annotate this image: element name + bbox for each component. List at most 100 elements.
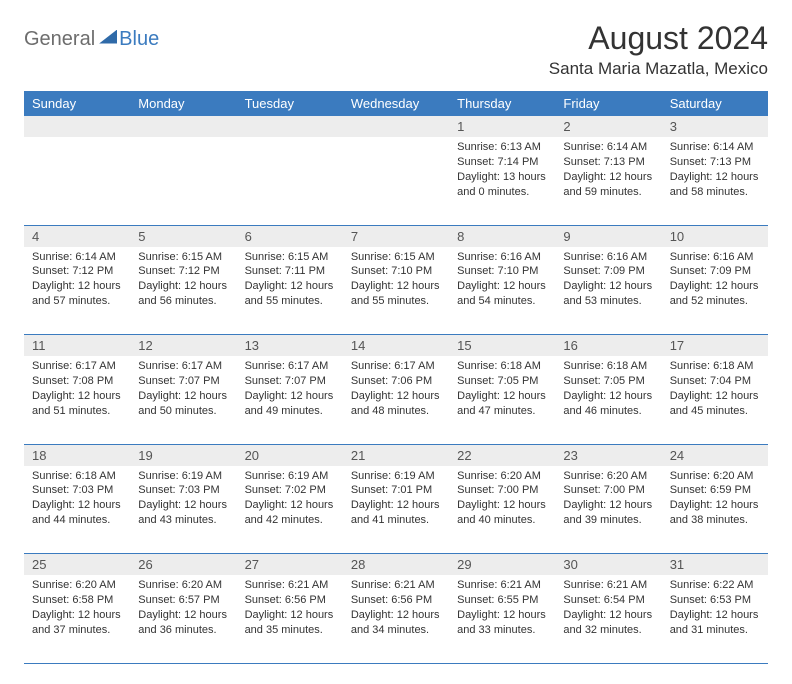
calendar-table: SundayMondayTuesdayWednesdayThursdayFrid… bbox=[24, 91, 768, 664]
day-number-cell: 26 bbox=[130, 554, 236, 576]
day-content: Sunrise: 6:18 AMSunset: 7:04 PMDaylight:… bbox=[662, 356, 768, 424]
day-content: Sunrise: 6:20 AMSunset: 7:00 PMDaylight:… bbox=[555, 466, 661, 534]
day-content-row: Sunrise: 6:13 AMSunset: 7:14 PMDaylight:… bbox=[24, 137, 768, 225]
day-content: Sunrise: 6:17 AMSunset: 7:08 PMDaylight:… bbox=[24, 356, 130, 424]
day-content-cell: Sunrise: 6:18 AMSunset: 7:03 PMDaylight:… bbox=[24, 466, 130, 554]
day-number-cell bbox=[343, 116, 449, 137]
month-title: August 2024 bbox=[549, 20, 768, 57]
day-number-cell: 29 bbox=[449, 554, 555, 576]
day-content-cell: Sunrise: 6:19 AMSunset: 7:02 PMDaylight:… bbox=[237, 466, 343, 554]
day-content: Sunrise: 6:21 AMSunset: 6:56 PMDaylight:… bbox=[237, 575, 343, 643]
location: Santa Maria Mazatla, Mexico bbox=[549, 59, 768, 79]
day-content: Sunrise: 6:14 AMSunset: 7:12 PMDaylight:… bbox=[24, 247, 130, 315]
day-content: Sunrise: 6:18 AMSunset: 7:05 PMDaylight:… bbox=[449, 356, 555, 424]
day-content: Sunrise: 6:21 AMSunset: 6:56 PMDaylight:… bbox=[343, 575, 449, 643]
day-content-cell: Sunrise: 6:16 AMSunset: 7:10 PMDaylight:… bbox=[449, 247, 555, 335]
day-content: Sunrise: 6:17 AMSunset: 7:07 PMDaylight:… bbox=[237, 356, 343, 424]
day-content: Sunrise: 6:20 AMSunset: 7:00 PMDaylight:… bbox=[449, 466, 555, 534]
day-content: Sunrise: 6:19 AMSunset: 7:03 PMDaylight:… bbox=[130, 466, 236, 534]
day-content: Sunrise: 6:15 AMSunset: 7:11 PMDaylight:… bbox=[237, 247, 343, 315]
day-content-cell: Sunrise: 6:22 AMSunset: 6:53 PMDaylight:… bbox=[662, 575, 768, 663]
logo-text-general: General bbox=[24, 28, 95, 51]
day-content-cell: Sunrise: 6:19 AMSunset: 7:01 PMDaylight:… bbox=[343, 466, 449, 554]
day-content: Sunrise: 6:19 AMSunset: 7:02 PMDaylight:… bbox=[237, 466, 343, 534]
day-content-cell: Sunrise: 6:21 AMSunset: 6:55 PMDaylight:… bbox=[449, 575, 555, 663]
day-content-cell: Sunrise: 6:20 AMSunset: 7:00 PMDaylight:… bbox=[449, 466, 555, 554]
day-number-cell: 9 bbox=[555, 225, 661, 247]
day-content-cell: Sunrise: 6:14 AMSunset: 7:13 PMDaylight:… bbox=[662, 137, 768, 225]
day-content-cell bbox=[24, 137, 130, 225]
day-content-cell: Sunrise: 6:17 AMSunset: 7:07 PMDaylight:… bbox=[237, 356, 343, 444]
day-content-cell: Sunrise: 6:17 AMSunset: 7:06 PMDaylight:… bbox=[343, 356, 449, 444]
day-content-row: Sunrise: 6:20 AMSunset: 6:58 PMDaylight:… bbox=[24, 575, 768, 663]
day-content-cell: Sunrise: 6:18 AMSunset: 7:05 PMDaylight:… bbox=[449, 356, 555, 444]
day-number-cell: 16 bbox=[555, 335, 661, 357]
day-number-cell: 18 bbox=[24, 444, 130, 466]
day-content-row: Sunrise: 6:14 AMSunset: 7:12 PMDaylight:… bbox=[24, 247, 768, 335]
day-content-cell: Sunrise: 6:16 AMSunset: 7:09 PMDaylight:… bbox=[662, 247, 768, 335]
day-number-cell: 27 bbox=[237, 554, 343, 576]
day-number-cell: 10 bbox=[662, 225, 768, 247]
day-content: Sunrise: 6:17 AMSunset: 7:06 PMDaylight:… bbox=[343, 356, 449, 424]
day-content: Sunrise: 6:14 AMSunset: 7:13 PMDaylight:… bbox=[555, 137, 661, 205]
day-number-cell bbox=[24, 116, 130, 137]
day-content-cell: Sunrise: 6:14 AMSunset: 7:13 PMDaylight:… bbox=[555, 137, 661, 225]
calendar-page: General Blue August 2024 Santa Maria Maz… bbox=[0, 0, 792, 684]
day-content: Sunrise: 6:20 AMSunset: 6:59 PMDaylight:… bbox=[662, 466, 768, 534]
day-content: Sunrise: 6:14 AMSunset: 7:13 PMDaylight:… bbox=[662, 137, 768, 205]
day-number-cell: 30 bbox=[555, 554, 661, 576]
day-content-cell: Sunrise: 6:21 AMSunset: 6:54 PMDaylight:… bbox=[555, 575, 661, 663]
day-number-row: 25262728293031 bbox=[24, 554, 768, 576]
day-content-cell: Sunrise: 6:17 AMSunset: 7:08 PMDaylight:… bbox=[24, 356, 130, 444]
day-content-cell: Sunrise: 6:21 AMSunset: 6:56 PMDaylight:… bbox=[237, 575, 343, 663]
day-number-cell bbox=[130, 116, 236, 137]
day-number-cell: 15 bbox=[449, 335, 555, 357]
day-content-cell: Sunrise: 6:20 AMSunset: 7:00 PMDaylight:… bbox=[555, 466, 661, 554]
day-number-cell: 13 bbox=[237, 335, 343, 357]
weekday-header: Tuesday bbox=[237, 91, 343, 116]
day-content-cell bbox=[130, 137, 236, 225]
day-content-cell: Sunrise: 6:15 AMSunset: 7:11 PMDaylight:… bbox=[237, 247, 343, 335]
day-number-cell: 23 bbox=[555, 444, 661, 466]
day-number-cell: 20 bbox=[237, 444, 343, 466]
day-number-cell: 17 bbox=[662, 335, 768, 357]
day-number-cell: 4 bbox=[24, 225, 130, 247]
day-number-cell: 31 bbox=[662, 554, 768, 576]
day-number-row: 123 bbox=[24, 116, 768, 137]
day-content-cell: Sunrise: 6:18 AMSunset: 7:05 PMDaylight:… bbox=[555, 356, 661, 444]
day-content-cell: Sunrise: 6:19 AMSunset: 7:03 PMDaylight:… bbox=[130, 466, 236, 554]
day-content: Sunrise: 6:20 AMSunset: 6:58 PMDaylight:… bbox=[24, 575, 130, 643]
day-content: Sunrise: 6:15 AMSunset: 7:12 PMDaylight:… bbox=[130, 247, 236, 315]
day-content-cell: Sunrise: 6:15 AMSunset: 7:12 PMDaylight:… bbox=[130, 247, 236, 335]
logo-text-blue: Blue bbox=[119, 28, 159, 51]
day-content: Sunrise: 6:13 AMSunset: 7:14 PMDaylight:… bbox=[449, 137, 555, 205]
day-number-cell: 3 bbox=[662, 116, 768, 137]
day-content-cell: Sunrise: 6:16 AMSunset: 7:09 PMDaylight:… bbox=[555, 247, 661, 335]
day-number-cell: 22 bbox=[449, 444, 555, 466]
day-number-cell: 8 bbox=[449, 225, 555, 247]
day-content: Sunrise: 6:19 AMSunset: 7:01 PMDaylight:… bbox=[343, 466, 449, 534]
day-number-cell: 12 bbox=[130, 335, 236, 357]
day-number-cell: 21 bbox=[343, 444, 449, 466]
calendar-header-row: SundayMondayTuesdayWednesdayThursdayFrid… bbox=[24, 91, 768, 116]
day-number-row: 45678910 bbox=[24, 225, 768, 247]
day-content-cell bbox=[343, 137, 449, 225]
day-number-row: 18192021222324 bbox=[24, 444, 768, 466]
day-number-cell: 7 bbox=[343, 225, 449, 247]
day-content: Sunrise: 6:16 AMSunset: 7:09 PMDaylight:… bbox=[662, 247, 768, 315]
day-content: Sunrise: 6:18 AMSunset: 7:05 PMDaylight:… bbox=[555, 356, 661, 424]
day-number-cell: 5 bbox=[130, 225, 236, 247]
day-number-cell: 6 bbox=[237, 225, 343, 247]
day-content-cell bbox=[237, 137, 343, 225]
weekday-header: Saturday bbox=[662, 91, 768, 116]
day-content: Sunrise: 6:16 AMSunset: 7:09 PMDaylight:… bbox=[555, 247, 661, 315]
day-number-cell: 28 bbox=[343, 554, 449, 576]
weekday-header: Thursday bbox=[449, 91, 555, 116]
day-content: Sunrise: 6:16 AMSunset: 7:10 PMDaylight:… bbox=[449, 247, 555, 315]
title-block: August 2024 Santa Maria Mazatla, Mexico bbox=[549, 20, 768, 79]
weekday-header: Friday bbox=[555, 91, 661, 116]
day-content: Sunrise: 6:20 AMSunset: 6:57 PMDaylight:… bbox=[130, 575, 236, 643]
day-content: Sunrise: 6:18 AMSunset: 7:03 PMDaylight:… bbox=[24, 466, 130, 534]
weekday-header: Sunday bbox=[24, 91, 130, 116]
day-content-cell: Sunrise: 6:20 AMSunset: 6:59 PMDaylight:… bbox=[662, 466, 768, 554]
